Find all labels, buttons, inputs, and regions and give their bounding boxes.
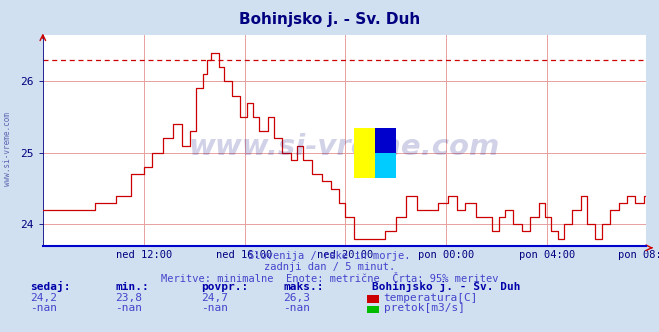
Text: maks.:: maks.: — [283, 283, 324, 292]
Bar — [354, 128, 375, 178]
Text: 24,7: 24,7 — [201, 293, 228, 303]
Text: www.si-vreme.com: www.si-vreme.com — [188, 132, 500, 161]
Text: www.si-vreme.com: www.si-vreme.com — [3, 113, 13, 186]
Text: Bohinjsko j. - Sv. Duh: Bohinjsko j. - Sv. Duh — [372, 282, 521, 292]
Text: zadnji dan / 5 minut.: zadnji dan / 5 minut. — [264, 262, 395, 272]
Bar — [375, 128, 396, 153]
Text: min.:: min.: — [115, 283, 149, 292]
Text: -nan: -nan — [30, 303, 57, 313]
Text: -nan: -nan — [283, 303, 310, 313]
Text: Slovenija / reke in morje.: Slovenija / reke in morje. — [248, 251, 411, 261]
Bar — [375, 153, 396, 178]
Text: pretok[m3/s]: pretok[m3/s] — [384, 303, 465, 313]
Text: Meritve: minimalne  Enote: metrične  Črta: 95% meritev: Meritve: minimalne Enote: metrične Črta:… — [161, 274, 498, 284]
Text: Bohinjsko j. - Sv. Duh: Bohinjsko j. - Sv. Duh — [239, 12, 420, 27]
Text: sedaj:: sedaj: — [30, 282, 70, 292]
Text: 26,3: 26,3 — [283, 293, 310, 303]
Text: povpr.:: povpr.: — [201, 283, 248, 292]
Text: 24,2: 24,2 — [30, 293, 57, 303]
Text: temperatura[C]: temperatura[C] — [384, 293, 478, 303]
Text: 23,8: 23,8 — [115, 293, 142, 303]
Text: -nan: -nan — [115, 303, 142, 313]
Text: -nan: -nan — [201, 303, 228, 313]
